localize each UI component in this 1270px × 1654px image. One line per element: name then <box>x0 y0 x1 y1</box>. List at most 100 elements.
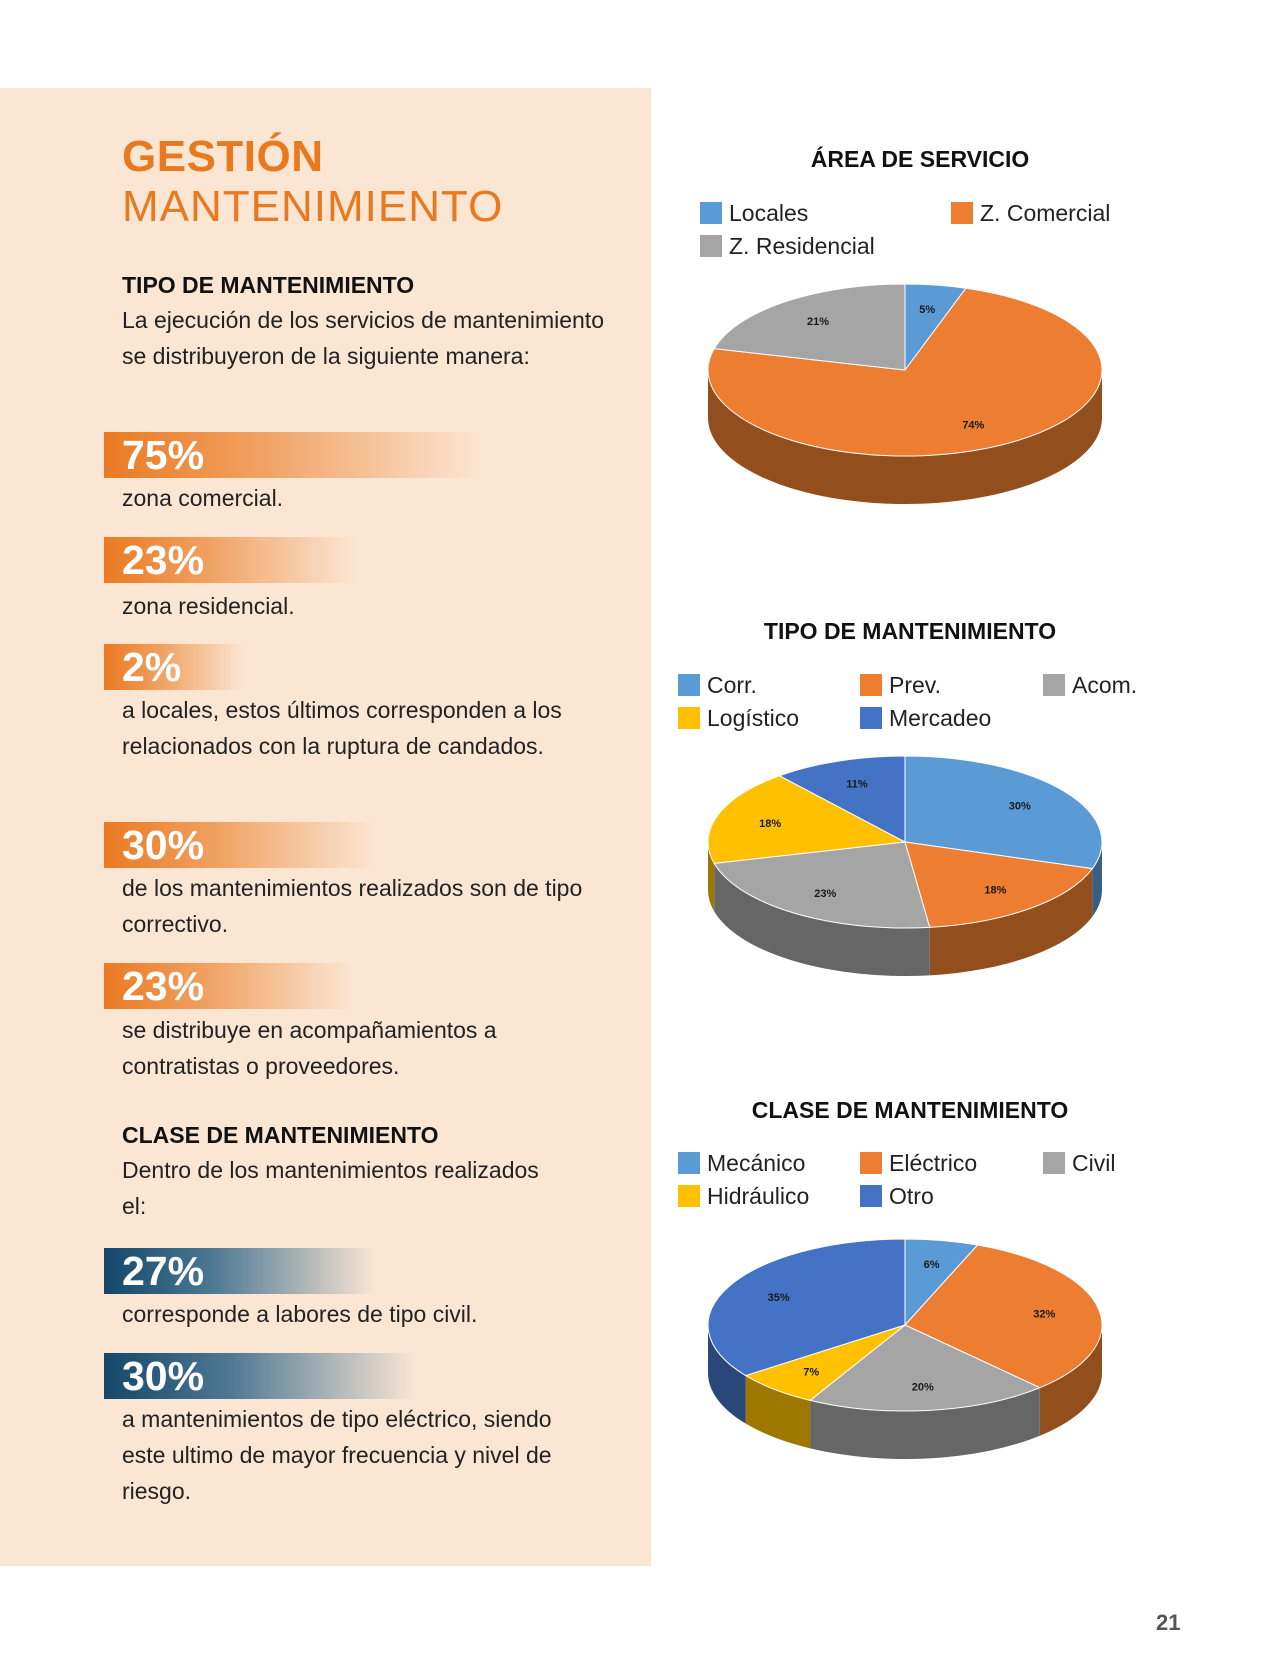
stat-percent: 30% <box>122 1353 205 1399</box>
pie-slice <box>707 775 907 864</box>
stat-bar <box>104 432 484 478</box>
legend-swatch <box>951 202 973 224</box>
stat-text: se distribuye en acompañamientos a contr… <box>122 1017 497 1079</box>
legend-item: Prev. <box>860 672 941 699</box>
pie-slice-side <box>708 1325 746 1424</box>
stat-percent: 30% <box>122 822 205 868</box>
stat-percent: 23% <box>122 963 205 1009</box>
legend-item: Corr. <box>678 672 757 699</box>
pie-slice-side <box>1092 842 1102 917</box>
legend-label: Z. Comercial <box>980 200 1111 226</box>
pie-slice-side <box>810 1387 1040 1459</box>
pie-chart-clase-mantenimiento: 6% 32% 20% 7% 35% <box>707 1238 1103 1459</box>
legend-label: Prev. <box>889 672 941 698</box>
legend-swatch <box>860 1152 882 1174</box>
pie-chart-area-servicio: 5% 74% 21% <box>707 283 1103 504</box>
legend-item: Civil <box>1043 1150 1115 1177</box>
legend-item: Locales <box>700 200 808 227</box>
legend-swatch <box>678 1152 700 1174</box>
pie-data-label: 30% <box>1009 801 1031 813</box>
pie-data-label: 20% <box>912 1381 934 1393</box>
stat-bar <box>104 822 376 868</box>
legend-item: Mercadeo <box>860 705 991 732</box>
pie-slice <box>713 841 931 929</box>
legend-item: Mecánico <box>678 1150 805 1177</box>
stat-bar <box>104 1353 416 1399</box>
pie-data-label: 35% <box>768 1292 790 1304</box>
pie-data-label: 5% <box>919 304 935 316</box>
legend-swatch <box>678 1185 700 1207</box>
legend-label: Mecánico <box>707 1150 806 1176</box>
pie-slice-side <box>929 868 1093 976</box>
legend-label: Civil <box>1072 1150 1116 1176</box>
chart-title: CLASE DE MANTENIMIENTO <box>751 1097 1069 1123</box>
legend-item: Eléctrico <box>860 1150 977 1177</box>
stat-text: a locales, estos últimos corresponden a … <box>122 697 562 759</box>
legend-label: Corr. <box>707 672 757 698</box>
pie-slice <box>904 1244 1103 1389</box>
legend-swatch <box>1043 1152 1065 1174</box>
clase-heading: CLASE DE MANTENIMIENTO <box>122 1122 439 1148</box>
stat-text: zona comercial. <box>122 485 284 511</box>
pie-slice <box>713 283 906 371</box>
stat-percent: 23% <box>122 537 205 583</box>
legend-item: Logístico <box>678 705 799 732</box>
stat-text: a mantenimientos de tipo eléctrico, sien… <box>122 1406 552 1504</box>
legend-label: Mercadeo <box>889 705 992 731</box>
legend-swatch <box>678 674 700 696</box>
page-number: 21 <box>1156 1610 1181 1635</box>
legend-label: Otro <box>889 1183 934 1209</box>
stat-text: de los mantenimientos realizados son de … <box>122 875 583 937</box>
legend-label: Hidráulico <box>707 1183 810 1209</box>
clase-intro: Dentro de los mantenimientos realizados … <box>122 1157 539 1219</box>
pie-data-label: 21% <box>807 316 829 328</box>
stat-text: corresponde a labores de tipo civil. <box>122 1301 478 1327</box>
pie-slice-side <box>708 370 1102 504</box>
stat-bar <box>104 644 244 690</box>
pie-slice-side <box>714 863 930 976</box>
legend-item: Otro <box>860 1183 934 1210</box>
legend-item: Acom. <box>1043 672 1137 699</box>
page-title-light: MANTENIMIENTO <box>122 182 504 231</box>
stat-percent: 27% <box>122 1248 205 1294</box>
legend-item: Z. Residencial <box>700 233 875 260</box>
pie-slice <box>778 755 906 843</box>
legend-label: Z. Residencial <box>729 233 875 259</box>
chart-title: ÁREA DE SERVICIO <box>810 146 1030 172</box>
legend-swatch <box>700 202 722 224</box>
stat-bar <box>104 963 354 1009</box>
stat-percent: 2% <box>122 644 182 690</box>
pie-slice-side <box>1039 1325 1102 1436</box>
pie-slice-side <box>745 1375 811 1449</box>
stat-percent: 75% <box>122 432 205 478</box>
pie-data-label: 6% <box>924 1259 940 1271</box>
legend-label: Logístico <box>707 705 800 731</box>
legend-item: Z. Comercial <box>951 200 1110 227</box>
pie-data-label: 74% <box>962 419 984 431</box>
pie-data-label: 7% <box>803 1366 819 1378</box>
chart-title: TIPO DE MANTENIMIENTO <box>763 618 1057 644</box>
pie-data-label: 32% <box>1033 1308 1055 1320</box>
pie-data-label: 11% <box>846 779 868 791</box>
pie-data-label: 18% <box>759 818 781 830</box>
legend-swatch <box>700 235 722 257</box>
pie-chart-tipo-mantenimiento: 30% 18% 23% 18% 11% <box>707 755 1103 976</box>
legend-label: Locales <box>729 200 809 226</box>
legend-item: Hidráulico <box>678 1183 809 1210</box>
page-title-bold: GESTIÓN <box>122 132 324 181</box>
tipo-intro: La ejecución de los servicios de manteni… <box>122 307 604 369</box>
stat-bar <box>104 1248 376 1294</box>
legend-swatch <box>678 707 700 729</box>
pie-data-label: 18% <box>984 885 1006 897</box>
pie-slice <box>808 1324 1042 1412</box>
pie-slice <box>707 1238 906 1377</box>
legend-swatch <box>860 707 882 729</box>
pie-slice <box>904 755 1103 870</box>
legend-label: Acom. <box>1072 672 1138 698</box>
pie-slice-side <box>708 842 715 912</box>
pie-slice <box>707 287 1103 457</box>
pie-slice <box>904 841 1094 928</box>
stat-bar <box>104 537 356 583</box>
tipo-heading: TIPO DE MANTENIMIENTO <box>122 272 415 298</box>
legend-label: Eléctrico <box>889 1150 978 1176</box>
